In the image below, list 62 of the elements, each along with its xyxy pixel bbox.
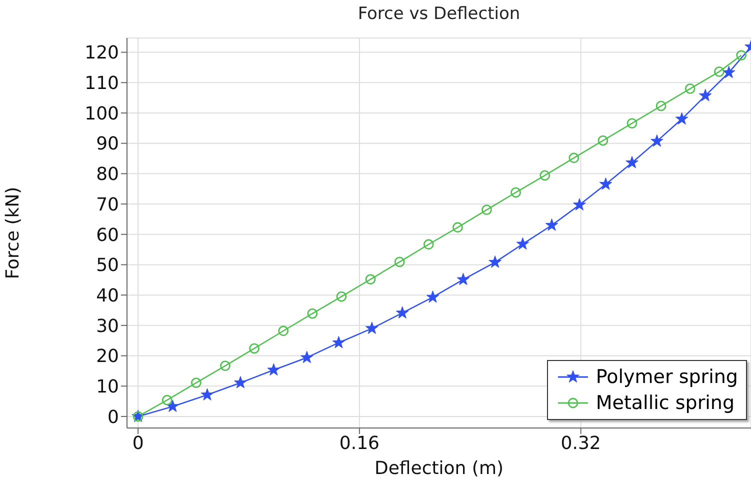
point (220, 360, 230, 371)
point (162, 394, 172, 406)
point (568, 152, 580, 164)
point (365, 274, 376, 284)
point (599, 178, 612, 190)
point (482, 204, 492, 215)
y-tick-label: 20 (96, 346, 119, 368)
point (278, 326, 289, 336)
point (545, 218, 558, 231)
legend-label: Polymer spring (596, 365, 738, 390)
point (300, 350, 314, 364)
point (684, 83, 696, 94)
point (573, 198, 586, 210)
y-tick-label: 100 (84, 103, 119, 124)
point (650, 134, 664, 147)
legend-label: Metallic spring (596, 391, 735, 416)
y-tick-label: 60 (96, 224, 119, 246)
point (675, 112, 688, 125)
point (656, 100, 666, 112)
y-tick-label: 50 (96, 255, 119, 276)
point (267, 363, 280, 376)
point (510, 187, 521, 198)
point (488, 256, 502, 268)
chart-title: Force vs Deflection (356, 4, 522, 24)
y-tick-label: 70 (96, 194, 119, 216)
point (714, 66, 724, 77)
point (456, 272, 470, 286)
point (307, 308, 318, 319)
point (516, 237, 530, 250)
point (396, 306, 409, 318)
point (394, 256, 405, 268)
y-tick-label: 120 (84, 42, 119, 64)
point (336, 291, 347, 302)
point (540, 170, 550, 181)
x-tick-label: 0.16 (339, 432, 380, 454)
point (698, 88, 712, 102)
y-axis-title: Force (kN) (2, 186, 24, 280)
y-tick-label: 110 (84, 73, 119, 94)
point (332, 336, 346, 348)
point (234, 376, 247, 388)
point (626, 156, 638, 168)
point (423, 239, 434, 250)
y-tick-label: 90 (96, 134, 119, 155)
y-tick-label: 80 (96, 164, 119, 186)
point (598, 135, 608, 146)
point (736, 50, 747, 60)
point (626, 118, 638, 128)
y-tick-label: 30 (96, 316, 119, 337)
point (722, 66, 736, 78)
point (200, 388, 214, 400)
point (365, 322, 378, 334)
y-tick-label: 40 (96, 285, 119, 306)
point (249, 343, 260, 354)
x-tick-label: 0 (132, 432, 144, 454)
point (426, 290, 440, 303)
x-axis-title: Deflection (m) (374, 458, 504, 478)
point (166, 400, 180, 412)
x-tick-label: 0.32 (560, 432, 601, 454)
point (190, 378, 202, 388)
y-tick-label: 0 (108, 406, 119, 428)
point (452, 222, 463, 233)
y-tick-label: 10 (96, 376, 119, 398)
